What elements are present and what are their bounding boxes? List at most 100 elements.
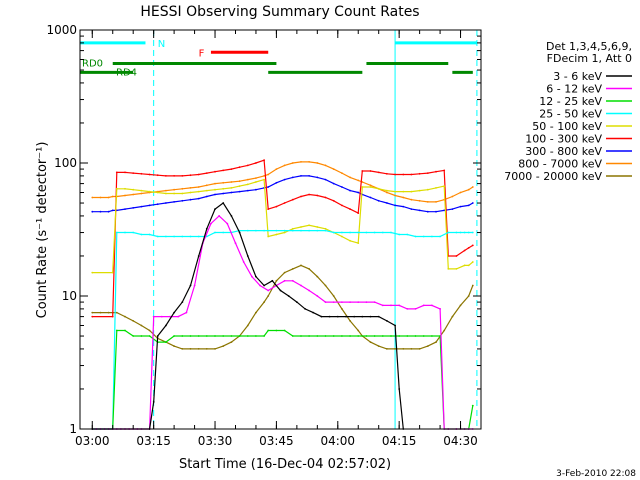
data-point-4-37 — [394, 190, 396, 193]
data-point-2-35 — [381, 335, 384, 337]
data-point-8-7 — [140, 324, 143, 327]
data-point-2-40 — [422, 335, 425, 337]
data-point-1-46 — [414, 308, 417, 310]
data-point-6-41 — [410, 208, 413, 211]
data-point-8-29 — [316, 275, 319, 278]
data-point-7-49 — [471, 186, 474, 188]
data-point-4-38 — [402, 190, 405, 193]
data-point-4-13 — [205, 189, 208, 192]
data-point-3-11 — [189, 235, 192, 238]
data-point-7-28 — [308, 161, 310, 163]
data-point-6-49 — [471, 202, 474, 204]
data-point-2-6 — [148, 335, 151, 337]
y-tick-label-3: 1000 — [46, 23, 77, 37]
data-point-3-48 — [471, 231, 474, 234]
data-point-7-2 — [107, 196, 110, 199]
data-point-8-47 — [459, 304, 462, 307]
data-point-5-23 — [283, 202, 286, 204]
data-point-6-14 — [197, 197, 200, 200]
data-point-3-27 — [316, 229, 319, 232]
data-point-3-4 — [132, 231, 135, 234]
data-point-8-2 — [107, 311, 110, 314]
data-point-1-42 — [381, 304, 384, 307]
x-tick-label-2: 03:30 — [198, 434, 233, 448]
data-point-2-11 — [189, 335, 192, 337]
data-point-5-17 — [238, 166, 241, 169]
data-point-6-36 — [369, 196, 372, 199]
data-point-5-32 — [357, 212, 360, 215]
data-point-3-45 — [459, 231, 462, 234]
flag-label-f: F — [199, 48, 205, 59]
data-point-0-14 — [246, 255, 249, 257]
data-point-3-21 — [267, 229, 270, 232]
data-point-0-9 — [205, 227, 208, 230]
data-point-3-24 — [291, 229, 294, 232]
data-point-4-20 — [263, 178, 265, 181]
data-point-4-32 — [357, 242, 360, 245]
data-point-4-0 — [91, 271, 94, 274]
data-point-1-35 — [324, 301, 327, 303]
legend-label-4: 50 - 100 keV — [532, 120, 602, 133]
data-point-5-3 — [124, 171, 126, 174]
data-point-7-33 — [349, 176, 351, 179]
data-point-1-30 — [283, 279, 286, 282]
data-point-8-4 — [115, 311, 118, 314]
x-tick-label-3: 03:45 — [259, 434, 294, 448]
data-point-6-29 — [316, 176, 319, 179]
data-point-8-31 — [332, 295, 335, 297]
data-point-5-27 — [316, 194, 319, 197]
data-point-3-22 — [275, 229, 278, 232]
data-point-1-26 — [251, 275, 253, 278]
data-point-5-16 — [230, 168, 233, 171]
data-point-1-23 — [226, 222, 229, 225]
data-point-8-40 — [402, 348, 405, 350]
data-point-4-8 — [165, 192, 167, 195]
data-point-5-19 — [255, 162, 257, 164]
data-point-5-4 — [132, 172, 135, 175]
data-point-8-17 — [222, 345, 225, 347]
data-point-1-27 — [259, 284, 261, 287]
data-point-7-48 — [467, 188, 470, 191]
data-point-5-29 — [332, 199, 335, 202]
data-point-2-19 — [255, 335, 257, 337]
data-point-6-20 — [246, 189, 249, 192]
data-point-3-26 — [308, 229, 310, 232]
data-point-0-5 — [173, 311, 176, 314]
data-point-6-26 — [291, 176, 294, 179]
date-stamp: 3-Feb-2010 22:08 — [556, 469, 636, 479]
data-point-0-24 — [328, 315, 331, 318]
data-point-0-33 — [398, 388, 401, 390]
y-tick-label-0: 1 — [69, 422, 77, 436]
data-point-4-40 — [418, 189, 421, 192]
flag-label-rd4: RD4 — [116, 67, 137, 78]
data-point-3-14 — [214, 231, 216, 234]
series-line-8 — [92, 264, 474, 350]
data-point-2-18 — [246, 335, 249, 337]
data-point-3-44 — [455, 231, 458, 234]
data-point-5-13 — [205, 172, 208, 175]
data-point-3-41 — [431, 235, 433, 238]
data-point-7-39 — [394, 194, 396, 197]
legend-label-0: 3 - 6 keV — [553, 70, 602, 83]
data-point-1-22 — [218, 215, 221, 217]
data-point-2-3 — [124, 329, 126, 332]
data-point-3-43 — [447, 231, 450, 234]
data-point-6-40 — [402, 205, 405, 208]
x-tick-label-1: 03:15 — [136, 434, 171, 448]
data-point-1-15 — [160, 315, 163, 318]
data-point-2-23 — [283, 329, 286, 332]
data-point-1-40 — [365, 301, 368, 303]
data-point-8-1 — [99, 311, 102, 314]
data-point-8-27 — [300, 264, 302, 267]
data-point-5-46 — [463, 249, 466, 252]
data-point-7-12 — [181, 187, 184, 190]
data-point-5-48 — [471, 244, 474, 247]
data-point-1-17 — [177, 315, 180, 318]
data-point-7-27 — [300, 161, 302, 163]
data-point-4-16 — [230, 187, 233, 189]
data-point-3-12 — [197, 235, 200, 238]
data-point-5-47 — [467, 247, 470, 249]
data-point-1-44 — [398, 304, 401, 307]
data-point-3-18 — [246, 229, 249, 232]
data-point-3-7 — [156, 235, 159, 238]
